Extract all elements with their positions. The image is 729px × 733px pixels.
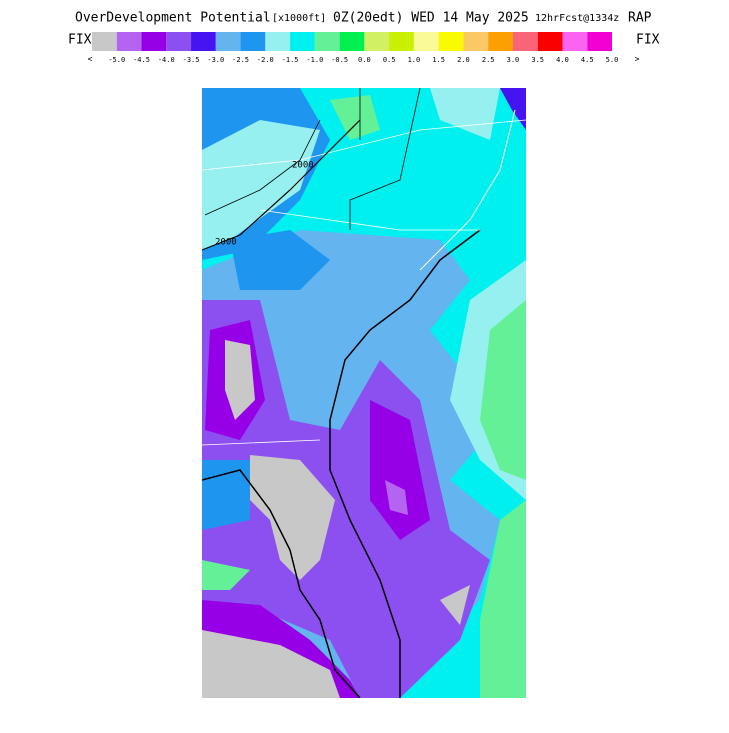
region	[330, 95, 380, 140]
colorbar-label: -5.0	[108, 56, 125, 64]
contour-label: 2000	[292, 161, 314, 171]
title: OverDevelopment Potential	[75, 11, 271, 26]
colorbar-box	[290, 32, 315, 51]
colorbar-label: -0.5	[331, 56, 348, 64]
arrow-left: <	[88, 55, 93, 64]
colorbar-label: 3.5	[531, 56, 544, 64]
colorbar-label: -1.0	[306, 56, 323, 64]
region	[202, 560, 250, 590]
region	[480, 300, 526, 480]
forecast: 12hrFcst@1334z	[535, 13, 619, 24]
colorbar-label: -4.5	[133, 56, 150, 64]
colorbar-box	[488, 32, 513, 51]
colorbar-label: -2.0	[257, 56, 274, 64]
contour	[349, 88, 421, 230]
border	[202, 119, 526, 446]
colorbar-box	[215, 32, 241, 51]
colorbar-box	[141, 32, 167, 51]
colorbar-box	[240, 32, 266, 51]
colorbar-label: 3.0	[507, 56, 520, 64]
region	[202, 120, 320, 250]
region	[202, 630, 340, 698]
colorbar-box	[116, 32, 142, 51]
colorbar-label: 5.0	[606, 56, 619, 64]
colorbar-box	[413, 32, 439, 51]
fix-right: FIX	[636, 33, 660, 48]
region	[440, 585, 470, 625]
coastline	[419, 109, 516, 271]
units: [x1000ft]	[272, 13, 326, 24]
region	[230, 230, 330, 290]
colorbar-label: 0.5	[383, 56, 396, 64]
region	[430, 88, 500, 140]
region	[202, 460, 250, 530]
map: 2000 2000	[202, 88, 526, 698]
colorbar-label: -2.5	[232, 56, 249, 64]
region	[500, 88, 526, 130]
colorbar-box	[339, 32, 365, 51]
colorbar-label: 1.0	[408, 56, 421, 64]
colorbar-box	[389, 32, 414, 51]
coastline	[202, 469, 361, 698]
colorbar-box	[364, 32, 390, 51]
region	[202, 300, 490, 698]
colorbar-box	[166, 32, 192, 51]
colorbar-label: 4.0	[556, 56, 569, 64]
contour	[202, 119, 361, 251]
colorbar-label: -1.5	[282, 56, 299, 64]
model: RAP	[628, 11, 652, 26]
colorbar-label: 4.5	[581, 56, 594, 64]
arrow-right: >	[635, 55, 640, 64]
region	[480, 500, 526, 698]
colorbar-label: 2.5	[482, 56, 495, 64]
region	[370, 400, 430, 540]
valid-time: 0Z(20edt) WED 14 May 2025	[333, 11, 529, 26]
coastline	[329, 229, 481, 698]
colorbar-label: -3.5	[183, 56, 200, 64]
colorbar-label: -4.0	[158, 56, 175, 64]
colorbar-label: 0.0	[358, 56, 371, 64]
colorbar-box	[438, 32, 464, 51]
region	[225, 340, 255, 420]
colorbar-box	[463, 32, 489, 51]
contour-label: 2000	[215, 238, 237, 248]
colorbar-label: 1.5	[432, 56, 445, 64]
colorbar-box	[587, 32, 612, 51]
colorbar-box	[92, 32, 117, 51]
colorbar-box	[537, 32, 563, 51]
colorbar-label: 2.0	[457, 56, 470, 64]
colorbar: -5.0 -4.5 -4.0 -3.5 -3.0 -2.5 -2.0 -1.5 -1.0 -0.5…	[92, 32, 618, 64]
region	[250, 455, 335, 580]
colorbar-box	[512, 32, 538, 51]
colorbar-label: -3.0	[207, 56, 224, 64]
colorbar-box	[562, 32, 588, 51]
fix-left: FIX	[68, 33, 92, 48]
contour	[204, 119, 321, 216]
region	[385, 480, 408, 515]
colorbar-box	[314, 32, 340, 51]
colorbar-box	[191, 32, 216, 51]
colorbar-box	[265, 32, 291, 51]
